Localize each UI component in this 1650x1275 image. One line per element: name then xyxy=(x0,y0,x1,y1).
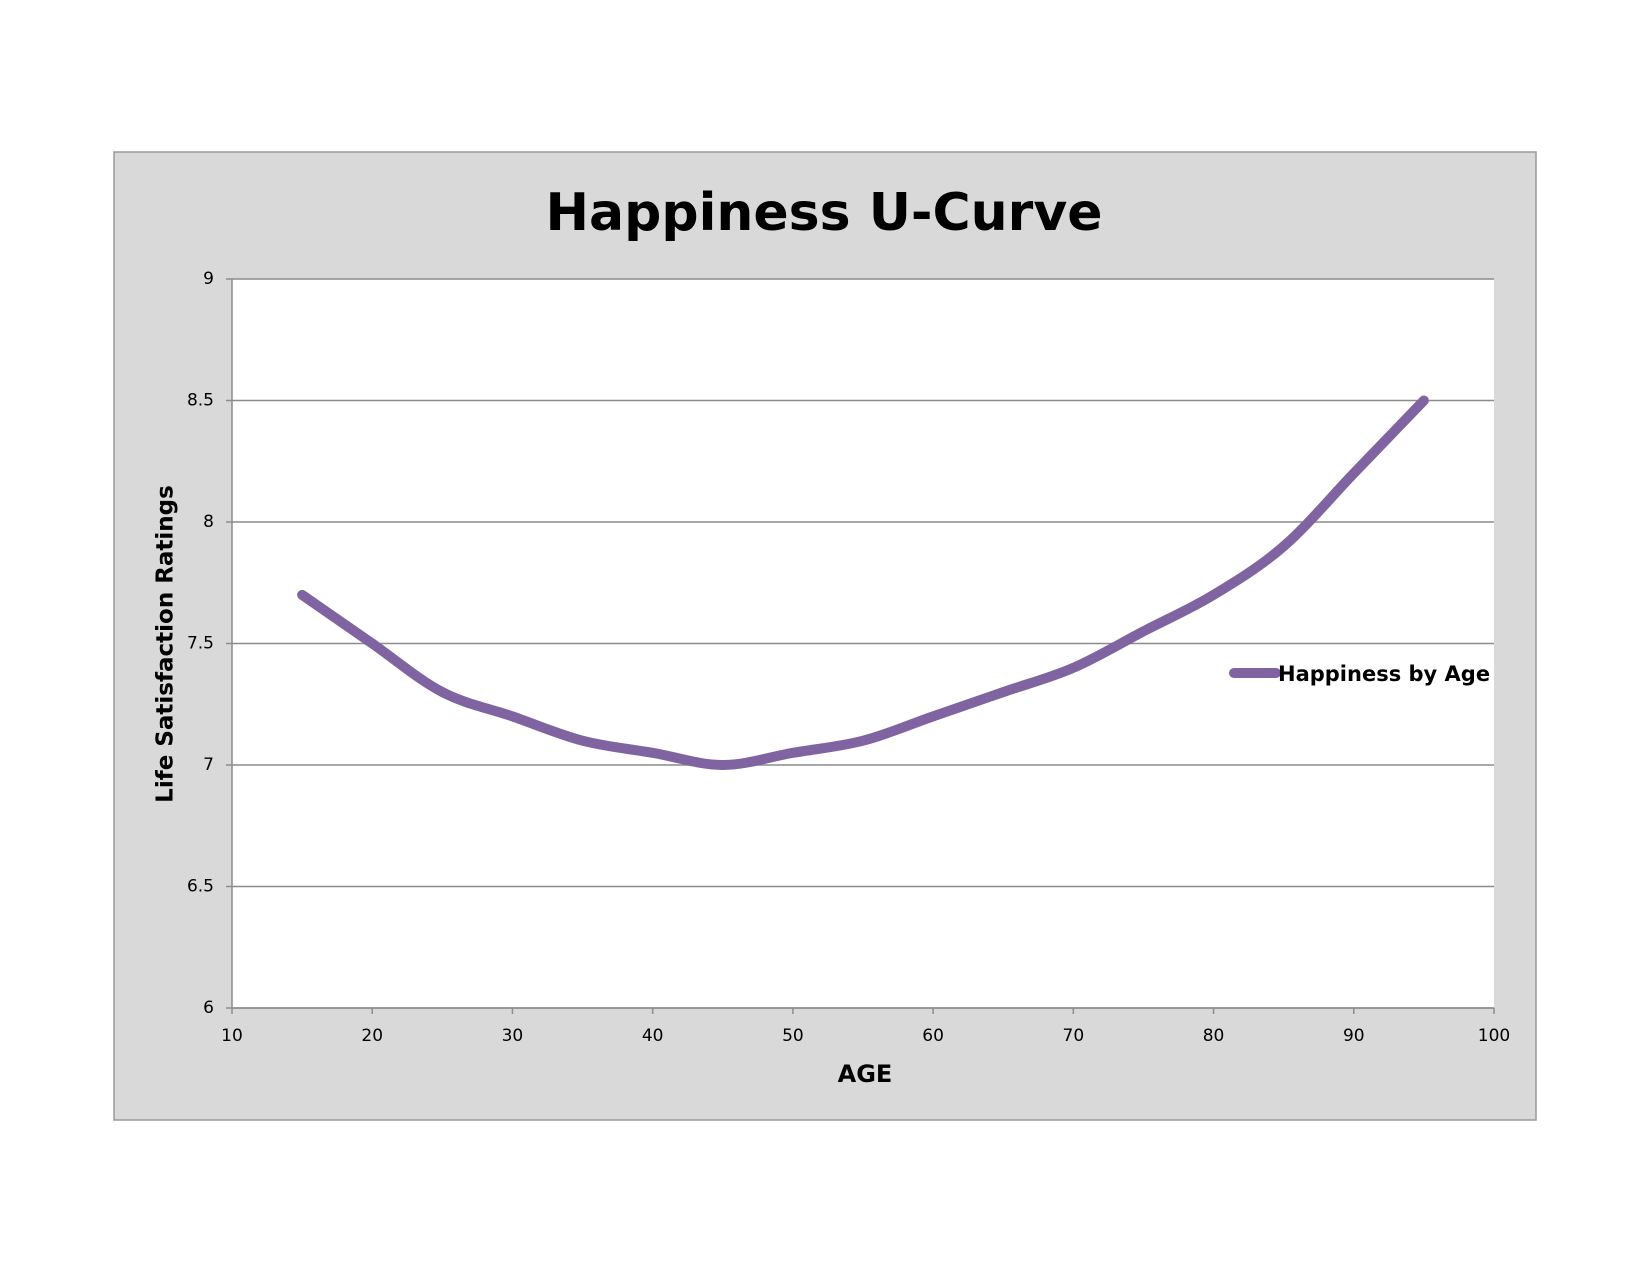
legend-label: Happiness by Age xyxy=(1278,662,1490,686)
x-tick-label: 90 xyxy=(1343,1026,1365,1046)
y-tick-label: 6 xyxy=(203,998,214,1018)
y-tick-label: 6.5 xyxy=(187,877,214,897)
x-tick-label: 50 xyxy=(782,1026,804,1046)
y-tick-label: 8 xyxy=(203,512,214,532)
y-tick-label: 7 xyxy=(203,755,214,775)
x-tick-label: 60 xyxy=(922,1026,944,1046)
y-axis-title: Life Satisfaction Ratings xyxy=(153,485,179,803)
x-tick-label: 30 xyxy=(502,1026,524,1046)
chart-title: Happiness U-Curve xyxy=(546,183,1103,243)
x-tick-label: 10 xyxy=(221,1026,243,1046)
series-line xyxy=(297,395,1429,770)
y-tick-label: 8.5 xyxy=(187,391,214,411)
x-tick-label: 20 xyxy=(361,1026,383,1046)
y-tick-label: 9 xyxy=(203,269,214,289)
x-tick-label: 100 xyxy=(1478,1026,1510,1046)
y-tick-label: 7.5 xyxy=(187,634,214,654)
x-axis-title: AGE xyxy=(838,1060,893,1088)
x-tick-label: 80 xyxy=(1203,1026,1225,1046)
x-tick-label: 40 xyxy=(642,1026,664,1046)
x-tick-label: 70 xyxy=(1063,1026,1085,1046)
